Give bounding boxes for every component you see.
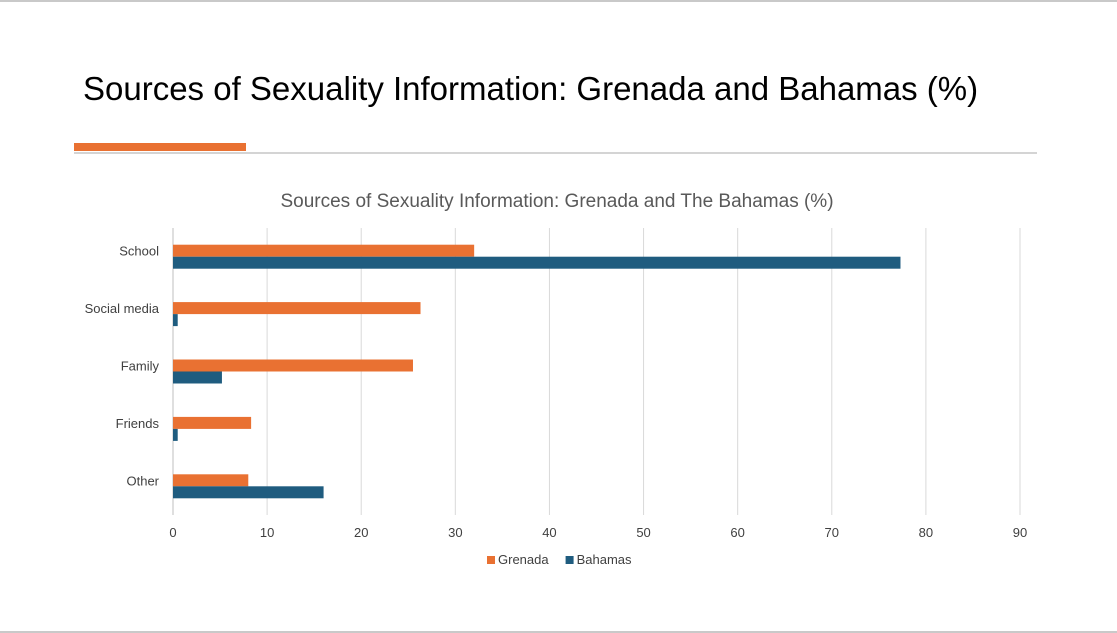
bar-bahamas-social-media [173, 314, 178, 327]
x-tick-label: 0 [169, 525, 176, 540]
bar-bahamas-family [173, 371, 222, 384]
category-label: Family [121, 359, 160, 374]
legend-label-bahamas: Bahamas [577, 552, 632, 567]
x-tick-label: 20 [354, 525, 368, 540]
chart-title: Sources of Sexuality Information: Grenad… [280, 191, 833, 212]
bar-grenada-social-media [173, 302, 421, 315]
x-tick-label: 80 [919, 525, 933, 540]
x-tick-label: 30 [448, 525, 462, 540]
x-tick-label: 70 [825, 525, 839, 540]
x-tick-label: 50 [636, 525, 650, 540]
x-tick-label: 60 [730, 525, 744, 540]
slide-title: Sources of Sexuality Information: Grenad… [83, 70, 979, 107]
bar-grenada-friends [173, 416, 252, 429]
legend-swatch-grenada [487, 556, 495, 564]
legend-label-grenada: Grenada [498, 552, 549, 567]
slide-bottom-border [0, 631, 1117, 633]
bar-grenada-other [173, 474, 249, 487]
bar-bahamas-friends [173, 428, 178, 441]
x-tick-label: 90 [1013, 525, 1027, 540]
bar-grenada-family [173, 359, 413, 372]
title-divider [74, 152, 1037, 154]
legend-swatch-bahamas [565, 556, 574, 564]
axis-labels: 0 10 20 30 40 50 60 70 80 90 School Social media Fam… [85, 244, 1028, 540]
category-label: School [119, 244, 159, 259]
title-accent-bar [74, 143, 246, 151]
bar-grenada-school [173, 244, 475, 257]
bar-bahamas-school [173, 256, 901, 269]
legend: Grenada Bahamas [487, 552, 632, 567]
slide-top-border [0, 0, 1117, 2]
x-tick-label: 40 [542, 525, 556, 540]
bars [173, 244, 901, 499]
bar-bahamas-other [173, 486, 324, 499]
category-label: Social media [85, 301, 160, 316]
category-label: Other [126, 473, 159, 488]
x-tick-label: 10 [260, 525, 274, 540]
category-label: Friends [116, 416, 160, 431]
